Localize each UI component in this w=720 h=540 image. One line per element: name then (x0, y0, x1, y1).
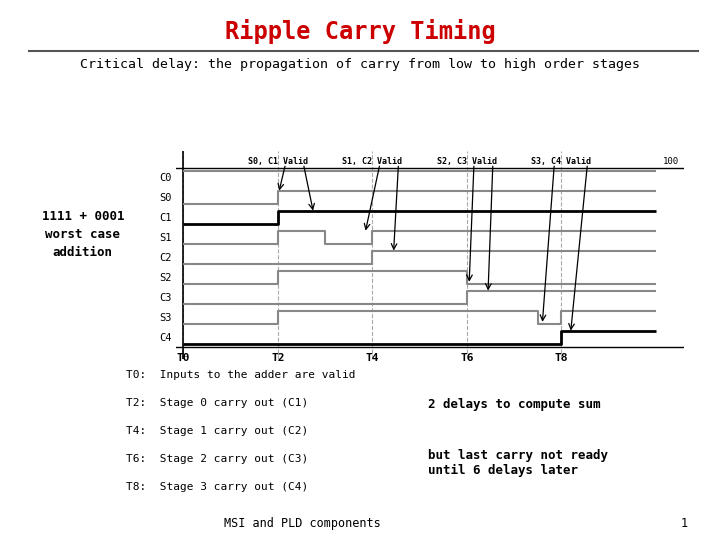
Text: C4: C4 (159, 333, 171, 343)
Text: C3: C3 (159, 293, 171, 303)
Text: C2: C2 (159, 253, 171, 262)
Text: 1: 1 (680, 517, 688, 530)
Text: Ripple Carry Timing: Ripple Carry Timing (225, 19, 495, 44)
Text: 1111 + 0001
worst case
addition: 1111 + 0001 worst case addition (42, 211, 124, 259)
Text: T8:  Stage 3 carry out (C4): T8: Stage 3 carry out (C4) (126, 482, 308, 492)
Text: T6:  Stage 2 carry out (C3): T6: Stage 2 carry out (C3) (126, 454, 308, 464)
Text: 2 delays to compute sum: 2 delays to compute sum (428, 398, 601, 411)
Text: S2: S2 (159, 273, 171, 282)
Text: 100: 100 (662, 157, 679, 166)
Text: S3, C4 Valid: S3, C4 Valid (531, 157, 591, 166)
Text: MSI and PLD components: MSI and PLD components (224, 517, 381, 530)
Text: S1: S1 (159, 233, 171, 242)
Text: T4: T4 (366, 353, 379, 363)
Text: T2:  Stage 0 carry out (C1): T2: Stage 0 carry out (C1) (126, 398, 308, 408)
Text: T4:  Stage 1 carry out (C2): T4: Stage 1 carry out (C2) (126, 426, 308, 436)
Text: C0: C0 (159, 173, 171, 183)
Text: S0: S0 (159, 193, 171, 202)
Text: S0, C1 Valid: S0, C1 Valid (248, 157, 308, 166)
Text: T2: T2 (271, 353, 284, 363)
Text: S2, C3 Valid: S2, C3 Valid (437, 157, 497, 166)
Text: S1, C2 Valid: S1, C2 Valid (342, 157, 402, 166)
Text: T6: T6 (460, 353, 474, 363)
Text: T0:  Inputs to the adder are valid: T0: Inputs to the adder are valid (126, 370, 356, 380)
Text: Critical delay: the propagation of carry from low to high order stages: Critical delay: the propagation of carry… (80, 58, 640, 71)
Text: T0: T0 (176, 353, 190, 363)
Text: T8: T8 (554, 353, 568, 363)
Text: but last carry not ready
until 6 delays later: but last carry not ready until 6 delays … (428, 449, 608, 477)
Text: S3: S3 (159, 313, 171, 323)
Text: C1: C1 (159, 213, 171, 222)
